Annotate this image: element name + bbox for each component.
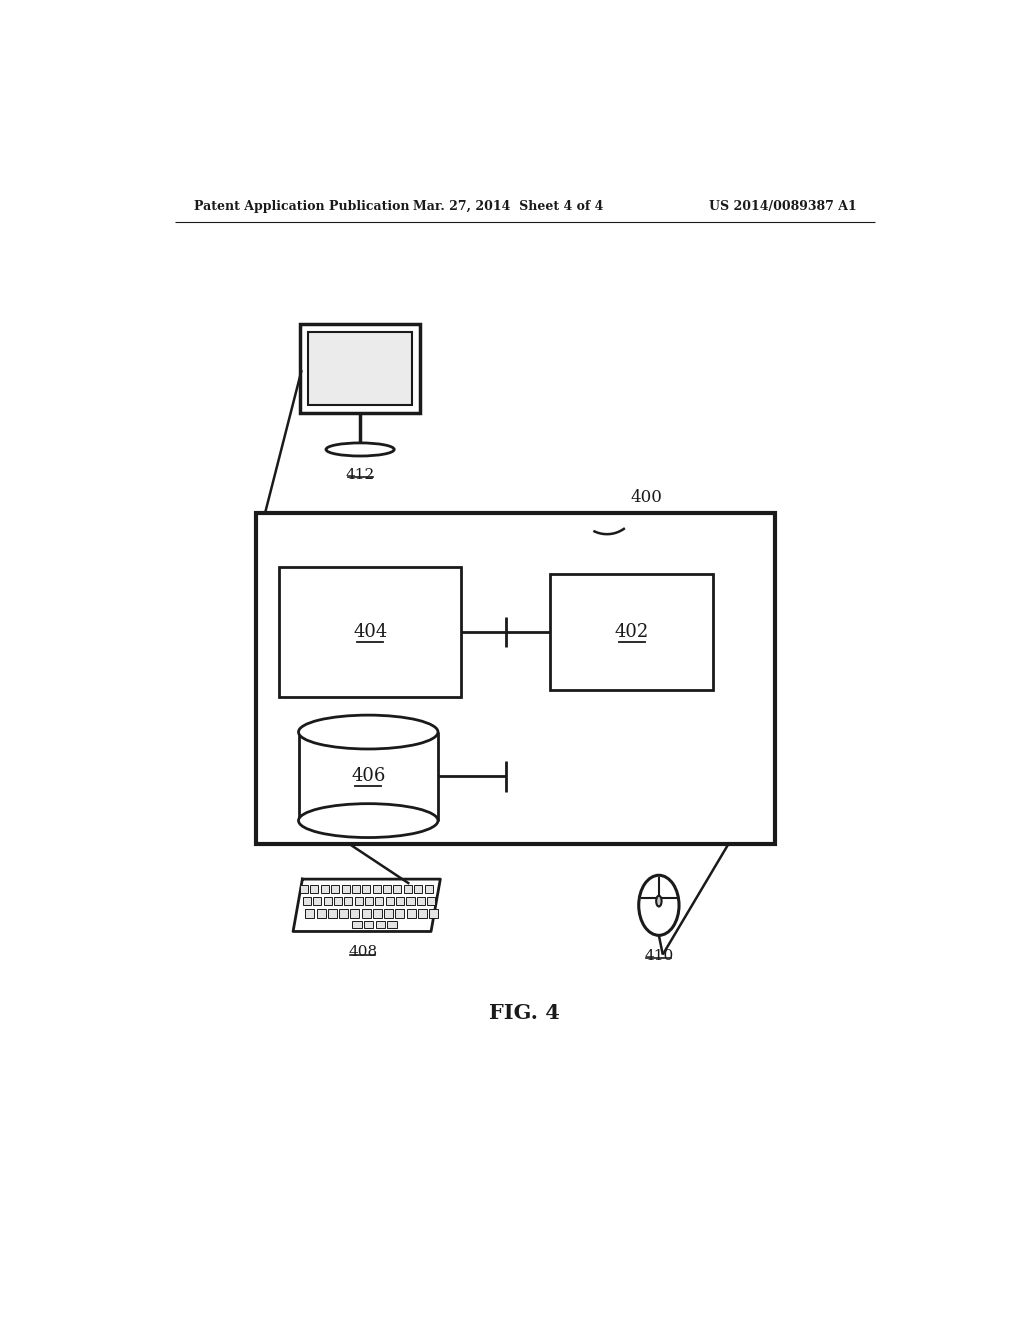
Bar [324,896,332,906]
Bar [334,896,342,906]
Ellipse shape [326,444,394,455]
Text: 402: 402 [614,623,649,642]
Bar [429,909,438,917]
Bar [425,884,432,892]
Bar [393,884,401,892]
Bar [427,896,435,906]
Bar [407,896,415,906]
Bar [331,884,339,892]
Bar [386,896,394,906]
Bar [339,909,348,917]
Text: Mar. 27, 2014  Sheet 4 of 4: Mar. 27, 2014 Sheet 4 of 4 [413,199,603,213]
Bar [344,896,352,906]
Bar [313,896,322,906]
Bar [300,323,420,412]
Bar [396,896,404,906]
Text: US 2014/0089387 A1: US 2014/0089387 A1 [709,199,856,213]
Bar [417,896,425,906]
Text: 410: 410 [644,949,674,964]
Bar [280,566,461,697]
Bar [365,896,373,906]
Text: 408: 408 [348,945,378,960]
Bar [387,921,396,928]
Bar [352,921,361,928]
Bar [407,909,416,917]
Text: 412: 412 [345,469,375,482]
Bar [316,909,326,917]
Bar [300,884,308,892]
Bar [403,884,412,892]
Bar [256,512,775,843]
Bar [373,909,382,917]
Bar [364,921,374,928]
Bar [383,884,391,892]
Ellipse shape [299,715,438,748]
Bar [373,884,381,892]
Bar [418,909,427,917]
Ellipse shape [639,875,679,936]
Bar [303,896,311,906]
Text: Patent Application Publication: Patent Application Publication [194,199,410,213]
Text: FIG. 4: FIG. 4 [489,1003,560,1023]
Bar [361,909,371,917]
Bar [376,896,383,906]
Bar [308,331,413,405]
Bar [350,909,359,917]
Bar [414,884,422,892]
Bar [328,909,337,917]
Polygon shape [293,879,440,932]
Ellipse shape [299,804,438,838]
Bar [376,921,385,928]
Bar [384,909,393,917]
Bar [305,909,314,917]
Bar [395,909,404,917]
Text: 400: 400 [630,488,663,506]
Bar [354,896,362,906]
Bar [310,884,318,892]
Bar [321,884,329,892]
Bar [362,884,371,892]
Text: 404: 404 [353,623,387,642]
Bar [550,574,713,689]
Bar [352,884,360,892]
Ellipse shape [656,896,662,907]
Text: 406: 406 [351,767,385,785]
Bar [342,884,349,892]
